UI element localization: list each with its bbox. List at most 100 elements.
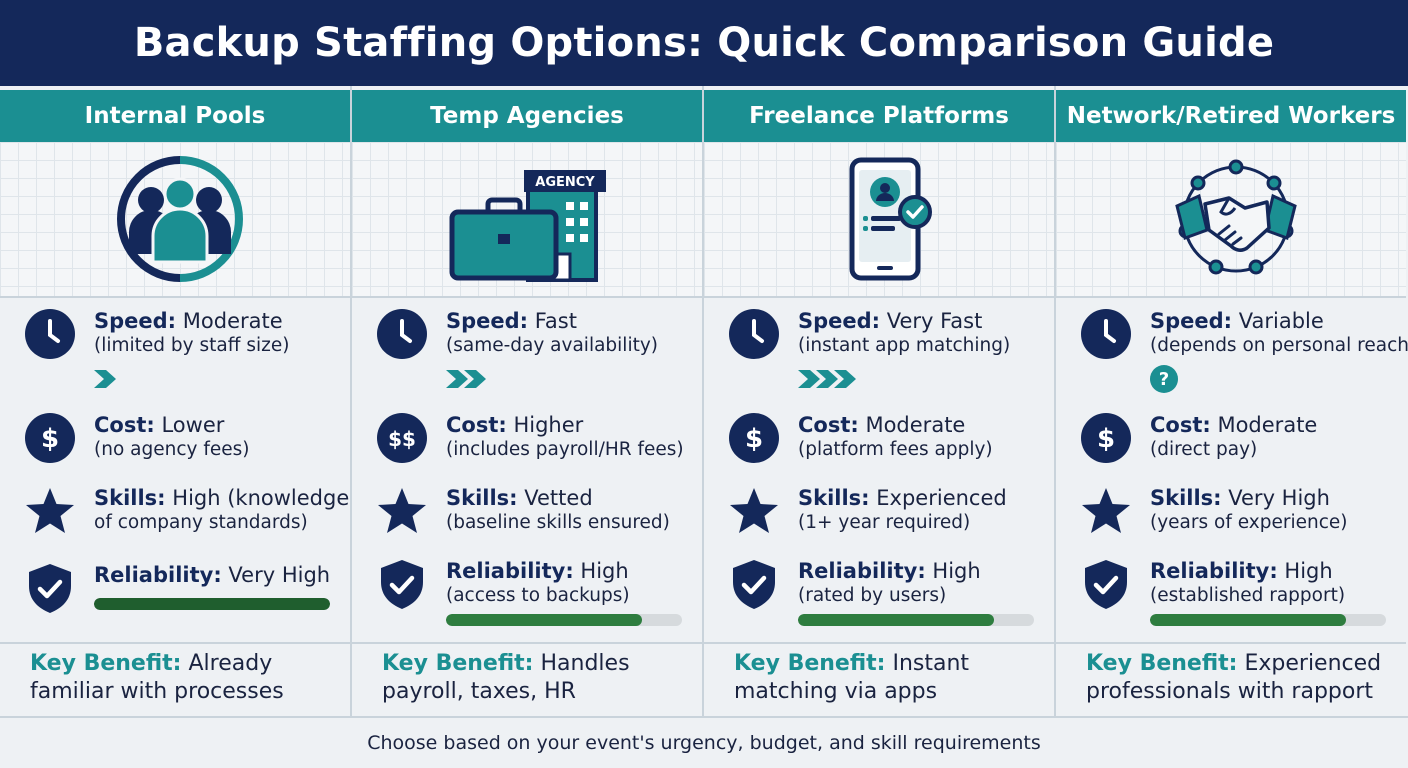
chevron-icon — [816, 370, 838, 388]
speed-indicator — [798, 366, 856, 392]
reliability-label: Reliability: — [446, 559, 574, 583]
reliability-note: (rated by users) — [798, 585, 947, 606]
reliability-value: High — [1284, 559, 1333, 583]
icon-panel: AGENCY — [352, 142, 702, 298]
chevron-icon — [94, 370, 116, 388]
clock-icon — [25, 309, 75, 359]
reliability-bar — [446, 614, 682, 626]
reliability-value: High — [932, 559, 981, 583]
skills-label: Skills: — [1150, 486, 1222, 510]
cost-note: (no agency fees) — [94, 439, 250, 460]
speed-indicator — [94, 366, 116, 392]
reliability-value: Very High — [228, 563, 331, 587]
reliability-note: (established rapport) — [1150, 585, 1346, 606]
skills-note: of company standards) — [94, 512, 308, 533]
reliability-bar-fill — [1150, 614, 1346, 626]
speed-note: (limited by staff size) — [94, 335, 290, 356]
comparison-grid: Internal Pools Speed: Moderate (limited b… — [0, 86, 1408, 716]
dollar-icon: $ — [1081, 413, 1131, 463]
cost-label: Cost: — [94, 413, 155, 437]
reliability-note: (access to backups) — [446, 585, 630, 606]
reliability-bar-fill — [94, 598, 330, 610]
icon-panel — [1056, 142, 1406, 298]
clock-icon — [729, 309, 779, 359]
speed-value: Fast — [534, 309, 577, 333]
column-header: Temp Agencies — [352, 90, 702, 142]
column-temp-agencies: Temp Agencies AGENCY Speed: Fast (same-da… — [352, 86, 704, 716]
column-freelance-platforms: Freelance Platforms Speed: Very Fast (ins… — [704, 86, 1056, 716]
key-benefit: Key Benefit: Already familiar with proces… — [0, 642, 350, 716]
key-benefit-line1: Instant — [892, 651, 970, 676]
reliability-bar-fill — [446, 614, 642, 626]
team-circle-icon — [117, 156, 243, 282]
shield-check-icon — [381, 560, 423, 609]
icon-panel — [704, 142, 1054, 298]
cost-label: Cost: — [446, 413, 507, 437]
reliability-value: High — [580, 559, 629, 583]
cost-label: Cost: — [798, 413, 859, 437]
title-banner: Backup Staffing Options: Quick Compariso… — [0, 0, 1408, 86]
question-mark-icon: ? — [1150, 365, 1178, 393]
skills-value: Experienced — [876, 486, 1007, 510]
chevron-icon — [834, 370, 856, 388]
column-header: Internal Pools — [0, 90, 350, 142]
briefcase-agency-icon: AGENCY — [449, 170, 606, 282]
speed-value: Variable — [1238, 309, 1324, 333]
speed-label: Speed: — [798, 309, 881, 333]
shield-check-icon — [733, 560, 775, 609]
key-benefit-line2: familiar with processes — [30, 679, 284, 704]
cost-value: Lower — [161, 413, 225, 437]
reliability-bar — [798, 614, 1034, 626]
agency-sign-text: AGENCY — [535, 175, 595, 190]
double-dollar-icon: $$ — [377, 413, 427, 463]
dollar-symbol: $ — [41, 424, 59, 454]
column-header-label: Network/Retired Workers — [1066, 103, 1396, 129]
key-benefit-label: Key Benefit: — [382, 651, 534, 676]
skills-value: High (knowledge — [172, 486, 350, 510]
handshake-network-icon — [1175, 159, 1297, 275]
key-benefit: Key Benefit: Handles payroll, taxes, HR — [352, 642, 702, 716]
column-network-retired-workers: Network/Retired Workers Speed: Variable(… — [1056, 86, 1408, 716]
speed-indicator: ? — [1150, 365, 1178, 393]
skills-label: Skills: — [446, 486, 518, 510]
reliability-bar — [94, 598, 330, 610]
dollar-symbol: $ — [1097, 424, 1115, 454]
speed-note: (depends on personal reach) — [1150, 335, 1408, 356]
key-benefit-label: Key Benefit: — [1086, 651, 1238, 676]
cost-note: (platform fees apply) — [798, 439, 993, 460]
cost-value: Moderate — [865, 413, 966, 437]
cost-note: (includes payroll/HR fees) — [446, 439, 684, 460]
dollar-symbol: $$ — [388, 427, 416, 451]
column-internal-pools: Internal Pools Speed: Moderate (limited b… — [0, 86, 352, 716]
dollar-icon: $ — [729, 413, 779, 463]
mobile-profile-check-icon — [849, 157, 932, 281]
speed-label: Speed: — [1150, 309, 1233, 333]
skills-value: Very High — [1228, 486, 1330, 510]
key-benefit-line1: Already — [188, 651, 273, 676]
speed-value: Very Fast — [886, 309, 983, 333]
shield-check-icon — [29, 564, 71, 613]
icon-panel — [0, 142, 350, 298]
key-benefit-label: Key Benefit: — [30, 651, 182, 676]
column-header-label: Temp Agencies — [430, 103, 624, 129]
clock-icon — [1081, 309, 1131, 359]
page-title: Backup Staffing Options: Quick Compariso… — [133, 20, 1275, 66]
column-header-label: Freelance Platforms — [749, 103, 1009, 129]
skills-label: Skills: — [94, 486, 166, 510]
reliability-label: Reliability: — [798, 559, 926, 583]
footer-note: Choose based on your event's urgency, bu… — [367, 732, 1041, 754]
speed-note: (instant app matching) — [798, 335, 1011, 356]
key-benefit: Key Benefit: Experienced professionals wi… — [1056, 642, 1406, 716]
key-benefit-line1: Handles — [540, 651, 630, 676]
speed-label: Speed: — [94, 309, 177, 333]
star-icon — [378, 488, 426, 533]
dollar-symbol: $ — [745, 424, 763, 454]
reliability-label: Reliability: — [1150, 559, 1278, 583]
chevron-icon — [464, 370, 486, 388]
skills-note: (baseline skills ensured) — [446, 512, 670, 533]
cost-value: Higher — [513, 413, 584, 437]
key-benefit-line2: matching via apps — [734, 679, 938, 704]
clock-icon — [377, 309, 427, 359]
footer: Choose based on your event's urgency, bu… — [0, 716, 1408, 768]
speed-note: (same-day availability) — [446, 335, 659, 356]
